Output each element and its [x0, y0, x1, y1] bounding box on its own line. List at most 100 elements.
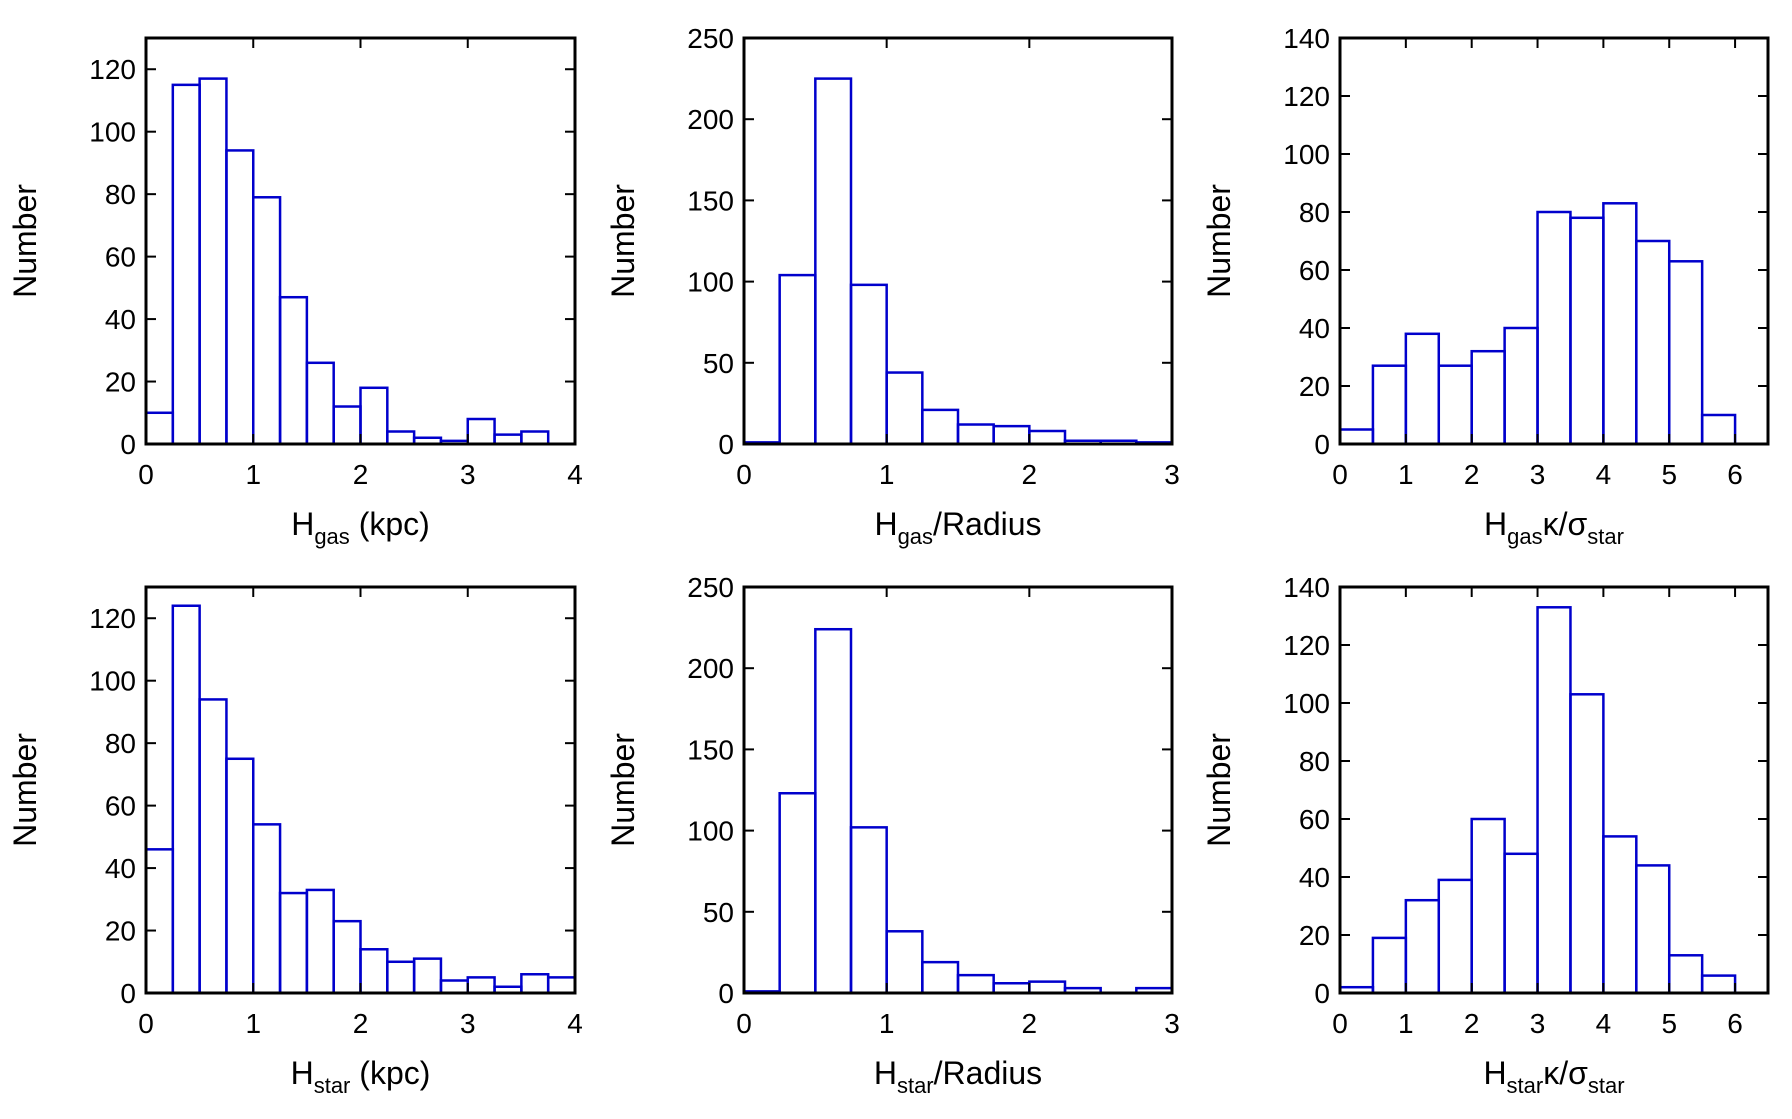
histogram-panel-5: 0 50 100 150 200 250 0 1 2 3 Number Hstar/Radius	[605, 572, 1180, 1098]
x-axis-label: Hstarκ/σstar	[1483, 1055, 1624, 1098]
x-axis-label-rest: /Radius	[933, 506, 1042, 542]
x-axis-label-rest: /Radius	[934, 1055, 1043, 1091]
y-tick-label: 100	[89, 117, 136, 148]
y-tick-label: 100	[687, 816, 734, 847]
x-tick-label: 0	[736, 459, 752, 490]
y-tick-label: 40	[105, 853, 136, 884]
y-tick-label: 150	[687, 185, 734, 216]
x-tick-label: 0	[736, 1008, 752, 1039]
y-tick-label: 60	[1299, 804, 1330, 835]
y-tick-label: 20	[1299, 920, 1330, 951]
x-axis-label-subscript: gas	[898, 524, 933, 549]
plot-frame	[1338, 36, 1770, 446]
x-axis-label: Hgas/Radius	[874, 506, 1041, 549]
y-tick-label: 80	[105, 179, 136, 210]
x-axis-label-rest: (kpc)	[350, 506, 430, 542]
x-tick-label: 3	[1530, 459, 1546, 490]
x-tick-label: 0	[138, 459, 154, 490]
y-tick-label: 50	[703, 897, 734, 928]
y-tick-label: 0	[120, 978, 136, 1009]
x-axis-label-subscript: gas	[1507, 524, 1542, 549]
x-axis-label-main: H	[1484, 506, 1507, 542]
x-tick-label: 1	[879, 459, 895, 490]
plot-frame	[1338, 585, 1770, 995]
histogram-panel-4: 0 20 40 60 80 100 120 0 1 2 3 4 Number Hstar (kpc)	[7, 585, 583, 1098]
y-tick-label: 60	[105, 791, 136, 822]
y-axis-label: Number	[605, 733, 641, 847]
y-tick-label: 140	[1283, 572, 1330, 603]
x-tick-label: 3	[460, 459, 476, 490]
x-tick-label: 2	[1464, 1008, 1480, 1039]
x-tick-label: 1	[1398, 1008, 1414, 1039]
y-tick-label: 120	[1283, 81, 1330, 112]
x-axis-label-main: H	[291, 1055, 314, 1091]
x-axis-label: Hgas (kpc)	[291, 506, 430, 549]
y-axis-label: Number	[1201, 184, 1237, 298]
x-axis-label-subscript: star	[1507, 1073, 1544, 1098]
x-axis-label-subscript: star	[897, 1073, 934, 1098]
y-tick-label: 0	[120, 429, 136, 460]
x-tick-label: 6	[1727, 459, 1743, 490]
x-axis-label: Hgasκ/σstar	[1484, 506, 1624, 549]
x-tick-label: 3	[1164, 459, 1180, 490]
y-tick-label: 150	[687, 734, 734, 765]
x-tick-label: 2	[1022, 1008, 1038, 1039]
x-tick-label: 2	[353, 1008, 369, 1039]
y-tick-label: 20	[105, 367, 136, 398]
y-tick-label: 50	[703, 348, 734, 379]
x-tick-label: 0	[138, 1008, 154, 1039]
histogram-panel-3: 0 20 40 60 80 100 120 140 0 1 2 3 4 5 6 Number Hgasκ/σst…	[1201, 23, 1770, 549]
x-tick-label: 1	[245, 1008, 261, 1039]
histogram-panel-2: 0 50 100 150 200 250 0 1 2 3 Number Hgas/Radius	[605, 23, 1180, 549]
y-axis-label: Number	[7, 733, 43, 847]
x-axis-label-subscript: star	[314, 1073, 351, 1098]
y-tick-label: 100	[687, 267, 734, 298]
y-tick-label: 100	[1283, 139, 1330, 170]
y-tick-label: 0	[718, 978, 734, 1009]
x-tick-label: 2	[353, 459, 369, 490]
y-tick-label: 20	[105, 916, 136, 947]
x-axis-label-main: H	[874, 506, 897, 542]
x-axis-label-subscript: gas	[314, 524, 349, 549]
x-tick-label: 4	[567, 1008, 583, 1039]
y-tick-label: 100	[1283, 688, 1330, 719]
histogram-panel-1: 0 20 40 60 80 100 120 0 1 2 3 4 Number Hgas (kpc)	[7, 36, 583, 549]
x-tick-label: 3	[460, 1008, 476, 1039]
y-tick-label: 120	[89, 54, 136, 85]
histogram-panel-6: 0 20 40 60 80 100 120 140 0 1 2 3 4 5 6 Number Hstarκ/σs…	[1201, 572, 1770, 1098]
x-axis-label-subscript: star	[1588, 1073, 1625, 1098]
plot-frame	[742, 36, 1174, 446]
y-tick-label: 200	[687, 104, 734, 135]
x-tick-label: 1	[879, 1008, 895, 1039]
x-tick-label: 5	[1661, 1008, 1677, 1039]
x-tick-label: 2	[1464, 459, 1480, 490]
x-tick-label: 4	[1596, 1008, 1612, 1039]
x-axis-label-rest: κ/σ	[1543, 506, 1588, 542]
x-tick-label: 6	[1727, 1008, 1743, 1039]
y-tick-label: 80	[105, 728, 136, 759]
x-tick-label: 5	[1661, 459, 1677, 490]
y-tick-label: 0	[1314, 978, 1330, 1009]
y-tick-label: 20	[1299, 371, 1330, 402]
y-axis-label: Number	[605, 184, 641, 298]
x-axis-label-main: H	[1483, 1055, 1506, 1091]
x-axis-label: Hstar/Radius	[874, 1055, 1042, 1098]
y-tick-label: 120	[1283, 630, 1330, 661]
y-tick-label: 40	[1299, 862, 1330, 893]
y-tick-label: 40	[105, 304, 136, 335]
x-axis-label-main: H	[291, 506, 314, 542]
y-tick-label: 100	[89, 666, 136, 697]
x-axis-label: Hstar (kpc)	[291, 1055, 431, 1098]
y-tick-label: 60	[1299, 255, 1330, 286]
y-tick-label: 140	[1283, 23, 1330, 54]
x-tick-label: 3	[1164, 1008, 1180, 1039]
y-tick-label: 120	[89, 603, 136, 634]
x-tick-label: 2	[1022, 459, 1038, 490]
x-tick-label: 4	[1596, 459, 1612, 490]
x-axis-label-rest: κ/σ	[1543, 1055, 1588, 1091]
plot-frame	[742, 585, 1174, 995]
x-axis-label-rest: (kpc)	[350, 1055, 430, 1091]
